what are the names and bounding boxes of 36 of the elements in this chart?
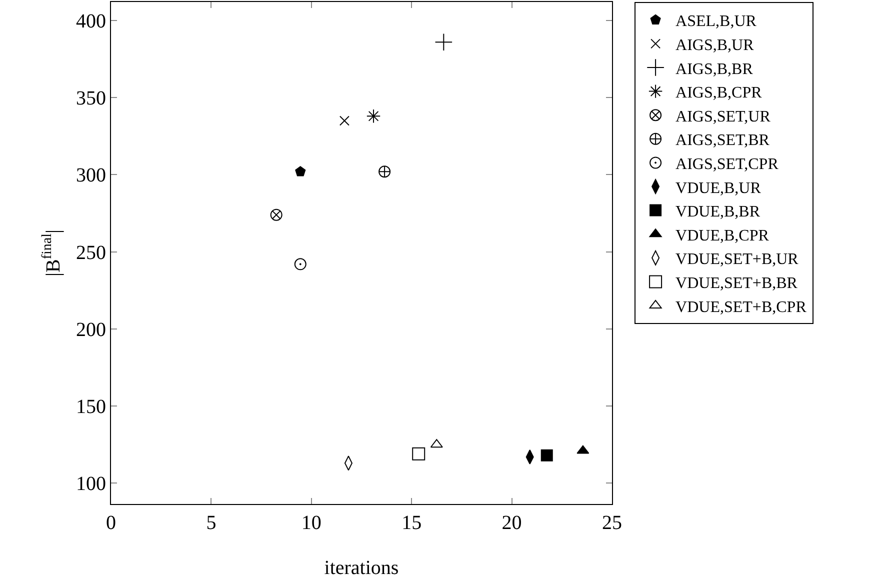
y-tick-label: 150 — [76, 396, 106, 418]
point — [295, 166, 306, 176]
y-tick-label: 100 — [76, 473, 106, 496]
x-tick-label: 0 — [106, 512, 116, 534]
x-tick-label: 15 — [402, 512, 422, 534]
point — [270, 208, 282, 221]
legend-label: VDUE,B,BR — [676, 204, 760, 221]
point — [294, 258, 306, 270]
legend-label: AIGS,B,UR — [676, 36, 754, 54]
legend-label: VDUE,SET+B,UR — [676, 251, 799, 268]
point — [378, 166, 391, 178]
legend-label: VDUE,B,UR — [676, 180, 762, 197]
legend-label: AIGS,SET,CPR — [676, 156, 779, 173]
x-tick-label: 5 — [206, 512, 216, 534]
legend-label: ASEL,B,UR — [676, 13, 757, 30]
x-axis-title: iterations — [324, 557, 399, 579]
legend-label: AIGS,SET,UR — [676, 108, 771, 126]
legend-label: VDUE,SET+B,CPR — [676, 298, 807, 316]
legend-label: VDUE,B,CPR — [676, 227, 770, 244]
point — [339, 116, 350, 126]
x-tick-label: 20 — [502, 512, 522, 534]
y-tick-label: 300 — [76, 164, 106, 187]
legend-label: VDUE,SET+B,BR — [676, 274, 798, 292]
x-tick-label: 10 — [301, 512, 322, 534]
point — [434, 33, 453, 51]
y-tick-label: 250 — [76, 242, 106, 264]
point — [366, 109, 381, 124]
point — [540, 449, 553, 462]
y-tick-label: 350 — [76, 88, 106, 110]
legend-label: AIGS,SET,BR — [676, 132, 770, 150]
point — [412, 447, 426, 460]
legend-label: AIGS,B,BR — [676, 60, 754, 78]
y-tick-label: 200 — [76, 318, 106, 341]
y-tick-label: 400 — [76, 10, 106, 33]
x-tick-label: 25 — [602, 512, 622, 534]
legend-label: AIGS,B,CPR — [676, 84, 762, 102]
